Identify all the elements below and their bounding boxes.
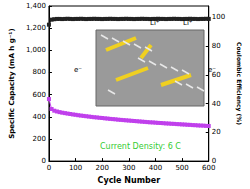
svg-text:Li⁺: Li⁺: [150, 19, 160, 27]
svg-text:Specific Capacity (mA h g⁻¹): Specific Capacity (mA h g⁻¹): [8, 28, 16, 138]
svg-text:1,400: 1,400: [26, 2, 46, 10]
svg-text:0: 0: [211, 157, 217, 166]
svg-text:400: 400: [33, 113, 46, 121]
svg-text:200: 200: [33, 135, 46, 143]
svg-text:600: 600: [33, 91, 46, 99]
svg-text:600: 600: [202, 164, 215, 172]
svg-text:200: 200: [96, 164, 109, 172]
svg-text:60: 60: [211, 70, 221, 79]
svg-text:e⁻: e⁻: [74, 66, 82, 74]
svg-text:Current Density: 6 C: Current Density: 6 C: [100, 142, 181, 151]
svg-text:500: 500: [175, 164, 188, 172]
svg-text:20: 20: [212, 128, 221, 136]
svg-text:Coulombic Efficiency (%): Coulombic Efficiency (%): [235, 42, 243, 125]
svg-text:Cycle Number: Cycle Number: [98, 176, 161, 185]
svg-text:e⁻: e⁻: [208, 66, 216, 74]
svg-text:40: 40: [212, 100, 221, 108]
svg-text:1,200: 1,200: [26, 24, 46, 32]
svg-text:80: 80: [212, 42, 221, 50]
svg-text:Li⁺: Li⁺: [183, 19, 193, 27]
svg-text:0: 0: [47, 164, 51, 172]
svg-text:0: 0: [41, 157, 45, 165]
svg-text:1,000: 1,000: [26, 46, 46, 54]
svg-text:300: 300: [122, 164, 135, 172]
svg-text:400: 400: [149, 164, 162, 172]
svg-text:800: 800: [33, 68, 46, 76]
svg-text:100: 100: [69, 164, 82, 172]
svg-text:100: 100: [212, 13, 225, 21]
